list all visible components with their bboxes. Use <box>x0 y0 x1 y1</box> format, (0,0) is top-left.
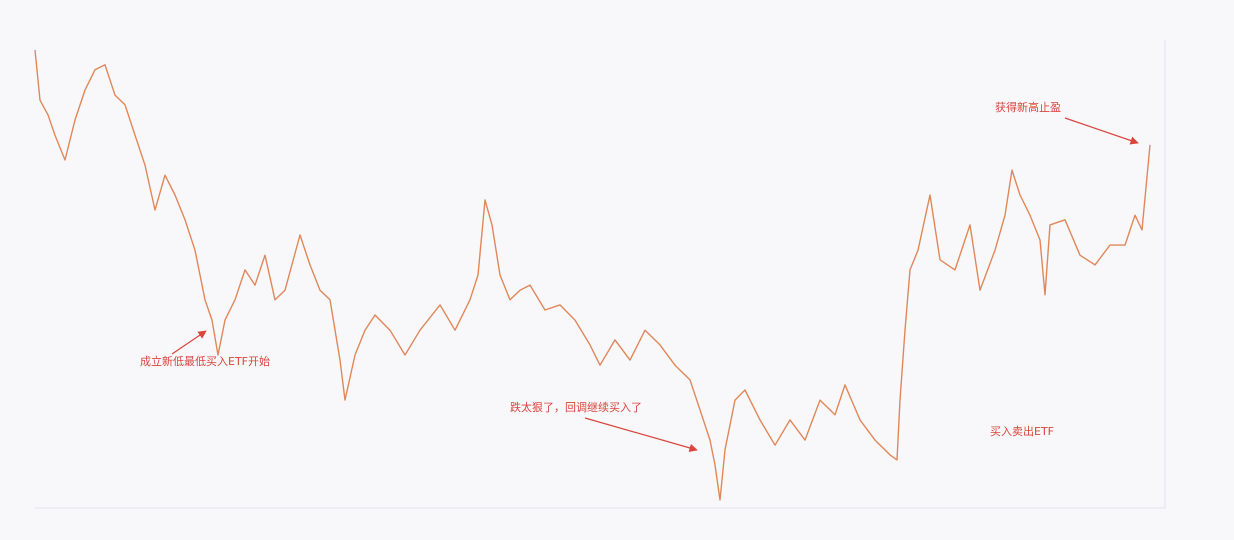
price-line <box>34 50 1151 501</box>
arrow <box>171 330 207 355</box>
annotation: 跌太狠了，回调继续买入了 <box>510 400 642 414</box>
annotation: 成立新低最低买入ETF开始 <box>140 354 270 368</box>
annotation: 买入卖出ETF <box>990 424 1054 438</box>
arrow <box>1064 117 1139 145</box>
arrow <box>584 417 698 452</box>
annotation: 获得新高止盈 <box>995 100 1061 114</box>
